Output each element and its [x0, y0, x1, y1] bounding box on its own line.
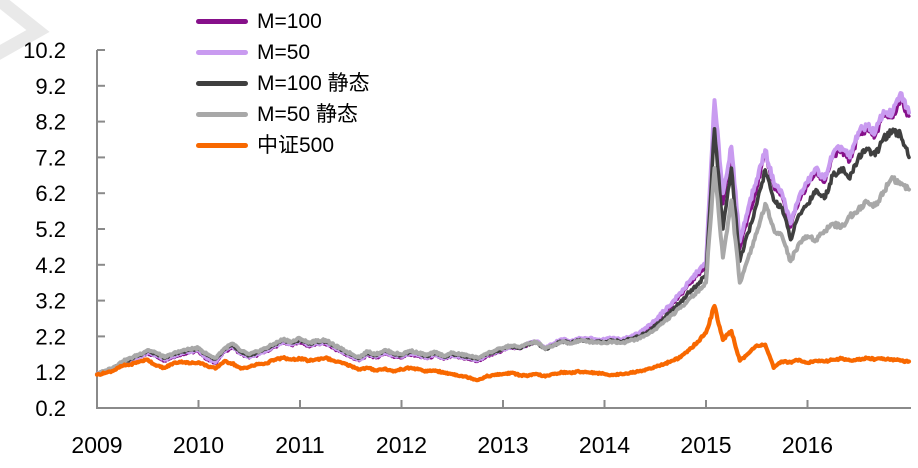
- legend-label-m100: M=100: [257, 10, 322, 33]
- y-axis-label: 9.2: [35, 74, 66, 99]
- y-axis-label: 10.2: [23, 38, 66, 63]
- x-axis-label: 2012: [376, 432, 427, 458]
- y-axis-label: 8.2: [35, 110, 66, 135]
- y-axis-label: 3.2: [35, 289, 66, 314]
- chart-legend: M=100 M=50 M=100 静态 M=50 静态 中证500: [196, 6, 370, 161]
- legend-item-m100-static: M=100 静态: [196, 68, 370, 99]
- x-axis-label: 2016: [782, 432, 833, 458]
- legend-swatch-m50-static: [196, 112, 248, 117]
- x-axis-label: 2013: [477, 432, 528, 458]
- x-axis-label: 2015: [680, 432, 731, 458]
- series-line-csi500: [94, 303, 912, 383]
- x-axis-label: 2009: [71, 432, 122, 458]
- x-axis-label: 2010: [173, 432, 224, 458]
- legend-label-m50-static: M=50 静态: [257, 103, 358, 126]
- y-axis-label: 2.2: [35, 324, 66, 349]
- legend-swatch-m100: [196, 19, 248, 24]
- legend-item-m100: M=100: [196, 6, 370, 37]
- legend-label-m50: M=50: [257, 41, 311, 64]
- x-axis-label: 2014: [579, 432, 630, 458]
- series-line-m50-static: [95, 166, 911, 376]
- legend-swatch-m100-static: [196, 81, 248, 86]
- y-axis-label: 1.2: [35, 360, 66, 385]
- legend-item-csi500: 中证500: [196, 130, 370, 161]
- y-axis-label: 7.2: [35, 145, 66, 170]
- legend-item-m50-static: M=50 静态: [196, 99, 370, 130]
- y-axis-label: 5.2: [35, 217, 66, 242]
- legend-swatch-csi500: [196, 143, 248, 148]
- y-axis-label: 0.2: [35, 396, 66, 421]
- legend-label-csi500: 中证500: [257, 134, 335, 157]
- x-axis-label: 2011: [275, 432, 324, 458]
- y-axis-label: 4.2: [35, 253, 66, 278]
- y-axis-label: 6.2: [35, 181, 66, 206]
- legend-item-m50: M=50: [196, 37, 370, 68]
- legend-swatch-m50: [196, 50, 248, 55]
- legend-label-m100-static: M=100 静态: [257, 72, 370, 95]
- watermark: [0, 0, 50, 60]
